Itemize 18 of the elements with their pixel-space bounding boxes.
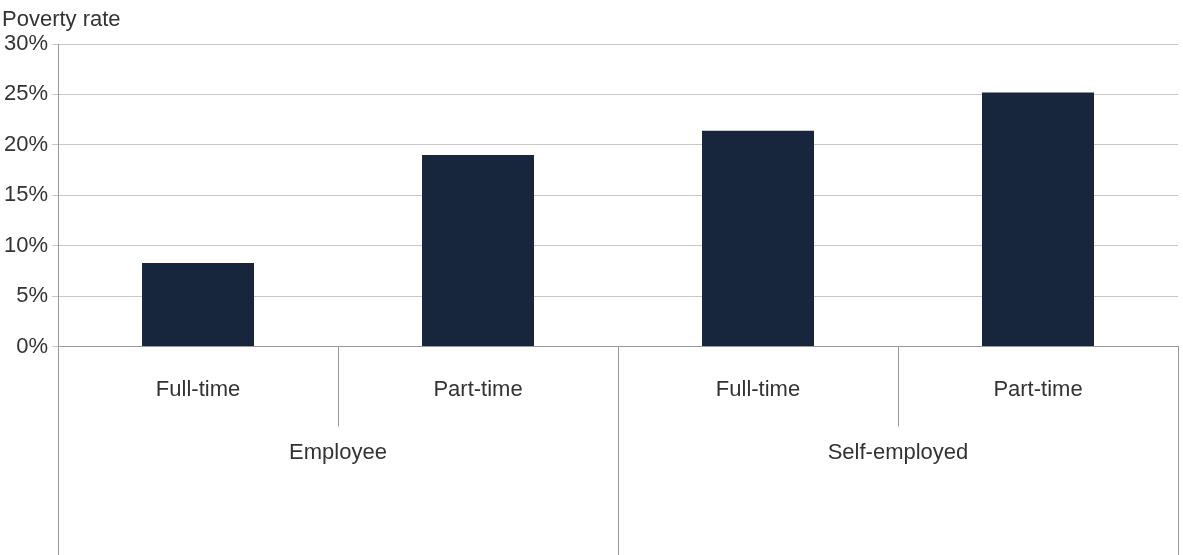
x-tick-label: Part-time [993,375,1083,401]
y-tick-label: 20% [3,130,49,156]
y-axis-title: Poverty rate [2,6,121,32]
y-tick-label: 10% [3,231,49,257]
y-tick-label: 5% [16,282,49,308]
y-tick-label: 0% [16,332,49,358]
bar [982,92,1094,347]
bar [142,262,255,347]
y-tick-label: 30% [3,30,49,56]
x-tick-label: Full-time [715,375,801,401]
text: Self-employed [827,438,969,464]
y-tick-label: 25% [3,80,49,106]
bar [702,130,815,347]
x-tick-label: Full-time [155,375,241,401]
y-tick-label: 15% [3,181,49,207]
x-tick-label: Part-time [433,375,523,401]
bar [422,154,535,347]
text: Employee [289,438,387,464]
